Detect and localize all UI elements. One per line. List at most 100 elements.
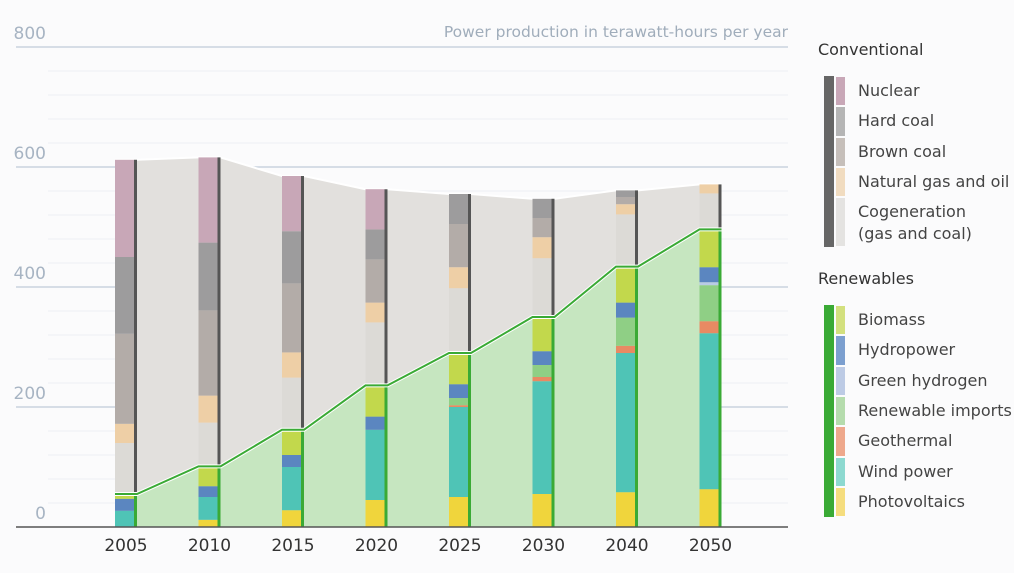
bar-stack-2030: [532, 198, 555, 527]
x-tick-label: 2050: [689, 536, 732, 556]
bar-segment-natural-gas-and-oil: [699, 184, 719, 194]
bar-segment-geothermal: [532, 377, 552, 382]
legend-label: (gas and coal): [858, 224, 972, 244]
legend-item-wind-power: Wind power: [818, 457, 1014, 487]
legend-item-geothermal: Geothermal: [818, 426, 1014, 456]
legend-label: Cogeneration: [858, 202, 966, 222]
bar-segment-cogeneration-gas-and-coal: [198, 422, 218, 467]
bar-segment-hydropower: [616, 302, 635, 318]
bar-segment-nuclear: [282, 176, 301, 232]
bar-segment-brown-coal: [365, 259, 385, 303]
legend-item-hard-coal: Hard coal: [818, 106, 1014, 136]
legend-group-conventional: Nuclear Hard coal Brown coal Natural gas…: [818, 76, 1014, 248]
bar-segment-renewable-imports: [532, 365, 552, 377]
bar-segment-geothermal: [699, 321, 719, 334]
bar-segment-geothermal: [449, 405, 468, 407]
bar-segment-natural-gas-and-oil: [198, 395, 218, 423]
legend-label: Nuclear: [858, 81, 920, 100]
bar-segment-hard-coal: [365, 229, 385, 260]
x-axis-ticks: 2005 2010 2015 2020 2025 2030 2040 2050: [104, 536, 732, 556]
bar-segment-nuclear: [198, 157, 218, 243]
x-tick-label: 2030: [522, 536, 565, 556]
legend-swatch: [836, 107, 845, 136]
legend-label: Brown coal: [858, 141, 947, 161]
legend-item-green-hydrogen: Green hydrogen: [818, 366, 1014, 396]
bar-segment-renewable-imports: [699, 285, 719, 322]
bar-segment-cogeneration-gas-and-coal: [365, 322, 385, 386]
bar-stack-2010: [198, 157, 221, 527]
legend-item-photovoltaics: Photovoltaics: [818, 487, 1014, 517]
bar-segment-nuclear: [115, 159, 134, 257]
x-tick-label: 2020: [355, 536, 398, 556]
x-tick-label: 2010: [188, 536, 231, 556]
bar-segment-green-hydrogen: [699, 282, 719, 286]
bar-stack-2020: [365, 189, 388, 527]
bar-segment-nuclear: [365, 189, 385, 230]
bar-segment-renewable-imports: [449, 398, 468, 406]
bar-segment-wind-power: [365, 429, 385, 500]
bar-segment-brown-coal: [282, 283, 301, 353]
bar-segment-hydropower: [699, 267, 719, 283]
bar-segment-photovoltaics: [616, 492, 635, 527]
y-tick-label: 800: [14, 24, 46, 44]
bar-segment-wind-power: [198, 497, 218, 520]
legend-swatch: [836, 167, 845, 197]
bar-segment-biomass: [699, 229, 719, 268]
bar-segment-hard-coal: [282, 231, 301, 284]
bar-segment-biomass: [282, 429, 301, 455]
bar-segment-photovoltaics: [365, 500, 385, 527]
bar-segment-cogeneration-gas-and-coal: [699, 193, 719, 230]
y-tick-label: 600: [14, 144, 46, 164]
renewable-area: [115, 229, 722, 527]
legend-group-renewables: Biomass Hydropower Green hydrogen Renewa…: [818, 305, 1014, 518]
legend-swatch: [836, 306, 845, 335]
legend-title-conventional: Conventional: [818, 40, 924, 59]
x-tick-label: 2005: [104, 536, 147, 556]
bar-segment-natural-gas-and-oil: [616, 204, 635, 215]
stacked-bars: [16, 157, 788, 528]
legend-label: Green hydrogen: [858, 370, 988, 390]
legend-label: Hydropower: [858, 340, 956, 360]
bar-segment-hydropower: [365, 416, 385, 430]
bar-segment-photovoltaics: [282, 510, 301, 527]
bar-segment-cogeneration-gas-and-coal: [449, 288, 468, 353]
legend: Conventional Nuclear Hard coal Brown coa…: [818, 40, 1014, 539]
bar-segment-cogeneration-gas-and-coal: [532, 258, 552, 317]
bar-segment-renewable-imports: [616, 317, 635, 346]
bar-segment-natural-gas-and-oil: [365, 302, 385, 323]
x-tick-label: 2040: [605, 536, 648, 556]
bar-segment-geothermal: [616, 345, 635, 353]
bar-segment-biomass: [449, 353, 468, 385]
y-tick-label: 200: [14, 384, 46, 404]
bar-segment-biomass: [616, 266, 635, 303]
bar-segment-photovoltaics: [198, 519, 218, 527]
bar-segment-natural-gas-and-oil: [532, 237, 552, 259]
bar-segment-biomass: [198, 466, 218, 487]
bar-segment-hard-coal: [532, 198, 552, 218]
legend-item-cogeneration: Cogeneration (gas and coal): [818, 197, 1014, 247]
bar-stack-2050: [699, 184, 722, 527]
legend-swatch: [836, 137, 845, 166]
legend-item-brown-coal: Brown coal: [818, 137, 1014, 167]
bar-segment-natural-gas-and-oil: [282, 352, 301, 378]
bar-segment-cogeneration-gas-and-coal: [115, 443, 134, 494]
legend-label: Wind power: [858, 461, 953, 481]
bar-segment-hard-coal: [115, 257, 134, 334]
legend-group-bar-renewables: [824, 305, 834, 518]
bar-segment-hard-coal: [449, 194, 468, 224]
legend-item-nuclear: Nuclear: [818, 76, 1014, 106]
bar-stack-2025: [449, 194, 471, 527]
bar-stack-2040: [616, 190, 638, 527]
legend-item-biomass: Biomass: [818, 305, 1014, 335]
bar-segment-hard-coal: [616, 190, 635, 197]
legend-label: Natural gas and oil: [858, 171, 1010, 191]
legend-swatch: [836, 487, 845, 517]
bar-segment-cogeneration-gas-and-coal: [616, 214, 635, 267]
bar-segment-wind-power: [699, 333, 719, 490]
legend-swatch: [836, 336, 845, 365]
bar-segment-wind-power: [532, 381, 552, 494]
bar-segment-photovoltaics: [449, 497, 468, 527]
bar-segment-wind-power: [115, 510, 134, 527]
bar-segment-photovoltaics: [699, 489, 719, 527]
